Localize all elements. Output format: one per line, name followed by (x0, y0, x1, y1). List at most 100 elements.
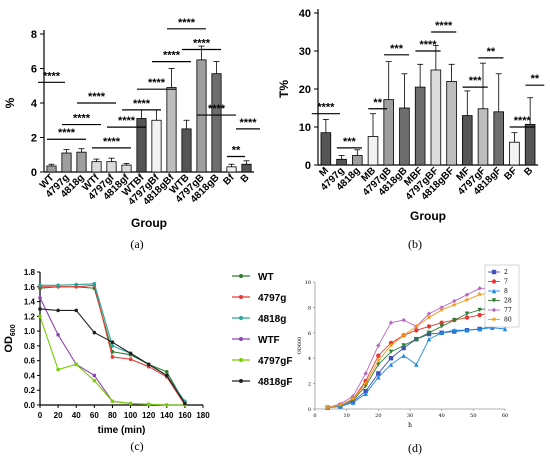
bar-Bf (226, 166, 237, 173)
significance-label: *** (390, 43, 404, 55)
bar-4818g (352, 155, 363, 166)
data-point (110, 340, 115, 344)
y-tick-label: 8 (31, 29, 37, 41)
legend-label: WT (258, 272, 274, 283)
significance-label: **** (118, 115, 136, 127)
data-point (464, 292, 470, 297)
data-point: ★ (375, 357, 381, 365)
y-axis-title: OD600 (297, 337, 303, 355)
y-axis-title: % (3, 97, 17, 108)
legend-label: 77 (504, 307, 512, 314)
x-tick-label: 80 (108, 411, 117, 420)
data-point (38, 314, 42, 319)
y-tick-label: 0 (31, 167, 37, 179)
bar-4797gB (383, 99, 394, 166)
data-point (439, 324, 444, 329)
data-point (388, 320, 394, 325)
data-point (401, 353, 406, 358)
legend-swatch-marker (239, 358, 243, 362)
series-line-4797gF (39, 316, 185, 406)
bar-4818gBf (166, 87, 177, 173)
significance-label: **** (58, 127, 76, 139)
significance-label: ** (487, 46, 496, 58)
significance-label: **** (103, 136, 121, 148)
data-point (128, 401, 133, 406)
legend-swatch-marker (239, 316, 243, 320)
data-point (363, 391, 368, 396)
bar-MBF (414, 86, 426, 166)
significance-label: **** (419, 39, 437, 51)
series-line-28 (327, 304, 506, 409)
data-point (164, 373, 169, 378)
data-point (477, 312, 482, 318)
significance-label: **** (514, 115, 532, 127)
significance-label: *** (469, 75, 483, 87)
data-point: ★ (491, 316, 497, 324)
data-point: ★ (464, 296, 470, 304)
data-point (426, 330, 432, 335)
bar-4818gBF (446, 81, 457, 166)
significance-label: **** (239, 117, 257, 129)
data-point: ★ (451, 301, 457, 309)
data-point (452, 328, 457, 333)
data-point (401, 343, 406, 348)
bar-WTf (91, 161, 102, 173)
data-point (350, 400, 356, 405)
y-tick-label: 0.4 (24, 371, 36, 380)
data-point (439, 320, 444, 325)
bar-4797gBF (430, 69, 442, 166)
data-point (477, 326, 482, 332)
data-point (74, 362, 79, 367)
x-tick-label: 120 (142, 411, 156, 420)
data-point (414, 328, 419, 333)
bar-B (524, 123, 536, 166)
bar-4818gB (399, 107, 410, 166)
panel-d: 02468100102030405060★★★★★★★★★★★★★★★hOD60… (297, 264, 520, 455)
significance-label: **** (317, 102, 335, 114)
y-tick-label: 6 (308, 331, 311, 337)
x-tick-label: 50 (470, 413, 476, 419)
bar-4818g (76, 151, 87, 173)
data-point (464, 315, 470, 320)
data-point (439, 305, 444, 310)
bar-WT (46, 165, 57, 173)
y-tick-label: 8 (308, 305, 311, 311)
data-point: ★ (325, 404, 331, 412)
data-point (110, 355, 115, 359)
y-tick-label: 1.0 (24, 327, 36, 336)
y-tick-label: 0.0 (24, 401, 36, 410)
y-tick-label: 10 (299, 122, 311, 134)
data-point (56, 283, 60, 288)
significance-label: **** (88, 91, 106, 103)
data-point (363, 389, 368, 394)
data-point (363, 371, 368, 376)
legend-label: WTF (258, 335, 280, 346)
legend-label: 4818g (258, 314, 286, 325)
y-tick-label: 2 (308, 382, 311, 388)
legend-label: 80 (504, 317, 512, 324)
legend-swatch-marker (239, 274, 243, 278)
panel-label-a: (a) (130, 237, 143, 251)
bar-MF (462, 115, 473, 166)
data-point (502, 326, 508, 332)
x-tick-label: B (239, 172, 252, 185)
x-tick-label: BF (502, 165, 519, 182)
bar-4797gB (196, 59, 207, 173)
y-axis-title: T% (277, 80, 291, 98)
data-point (376, 343, 381, 348)
x-tick-label: 60 (90, 411, 99, 420)
y-tick-label: 30 (299, 46, 311, 58)
data-point (464, 311, 470, 316)
y-axis-title-subscript: 600 (10, 324, 17, 336)
y-tick-label: 0 (308, 407, 311, 413)
data-point: ★ (426, 314, 432, 322)
y-tick-label: 4 (31, 98, 38, 110)
data-point (401, 317, 406, 323)
significance-label: ** (232, 144, 241, 156)
y-tick-label: 6 (31, 64, 37, 76)
y-tick-label: 0.6 (24, 357, 36, 366)
data-point (74, 282, 79, 287)
data-point (56, 333, 60, 337)
data-point (477, 307, 482, 313)
legend-label: 4797g (258, 293, 286, 304)
